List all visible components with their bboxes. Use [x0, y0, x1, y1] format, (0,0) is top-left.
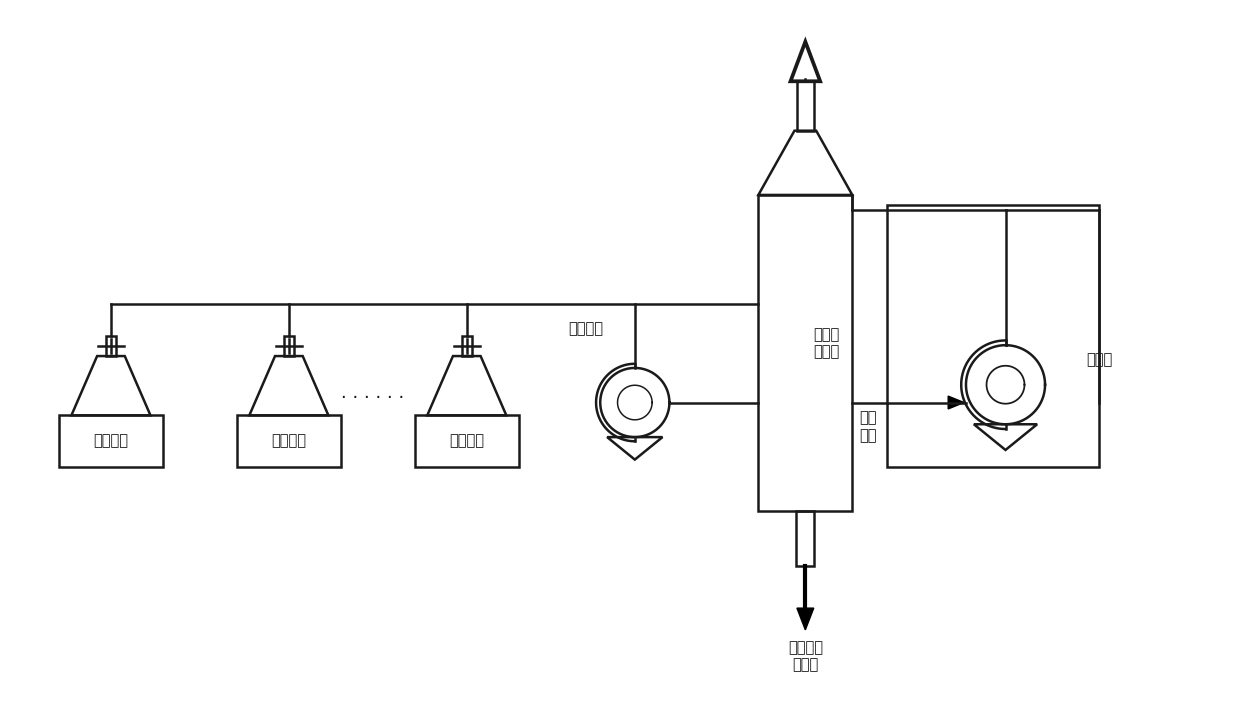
Text: 至废水处
理系统: 至废水处 理系统	[787, 640, 823, 672]
Text: 净化
水水: 净化 水水	[859, 411, 877, 442]
Text: 负压系统: 负压系统	[568, 322, 603, 336]
Text: 操作工位: 操作工位	[449, 434, 485, 448]
Polygon shape	[949, 396, 963, 409]
Text: 操作工位: 操作工位	[93, 434, 129, 448]
Text: 喷雾处
理系统: 喷雾处 理系统	[813, 327, 839, 359]
Text: 操作工位: 操作工位	[272, 434, 306, 448]
Text: 高压泵: 高压泵	[1086, 353, 1112, 367]
Polygon shape	[797, 608, 813, 630]
Text: · · · · · ·: · · · · · ·	[341, 388, 404, 406]
